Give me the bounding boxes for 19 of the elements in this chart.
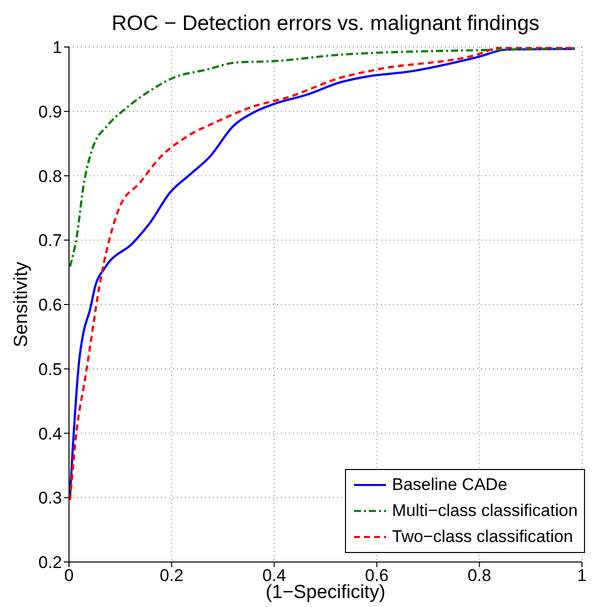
y-tick-label: 0.7 (38, 231, 62, 250)
y-axis-title: Sensitivity (11, 261, 32, 348)
y-tick-label: 0.2 (38, 553, 62, 572)
chart-title: ROC − Detection errors vs. malignant findings (110, 12, 540, 36)
x-tick-label: 0.8 (468, 566, 492, 586)
legend-label: Multi−class classification (392, 500, 578, 522)
legend-label: Two−class classification (392, 526, 573, 548)
y-tick-label: 0.6 (38, 296, 62, 315)
y-tick-label: 0.5 (38, 360, 62, 379)
y-tick-label: 0.9 (38, 102, 62, 122)
y-tick-label: 0.8 (38, 166, 62, 186)
y-tick-label: 1 (52, 38, 62, 58)
x-tick-label: 1 (577, 566, 587, 586)
y-tick-label: 0.4 (38, 424, 62, 444)
x-tick-label: 0.2 (160, 566, 184, 586)
line-series (69, 47, 576, 268)
legend-label: Baseline CADe (392, 474, 508, 496)
y-tick-label: 0.3 (38, 488, 62, 508)
x-tick-label: 0 (64, 566, 74, 586)
